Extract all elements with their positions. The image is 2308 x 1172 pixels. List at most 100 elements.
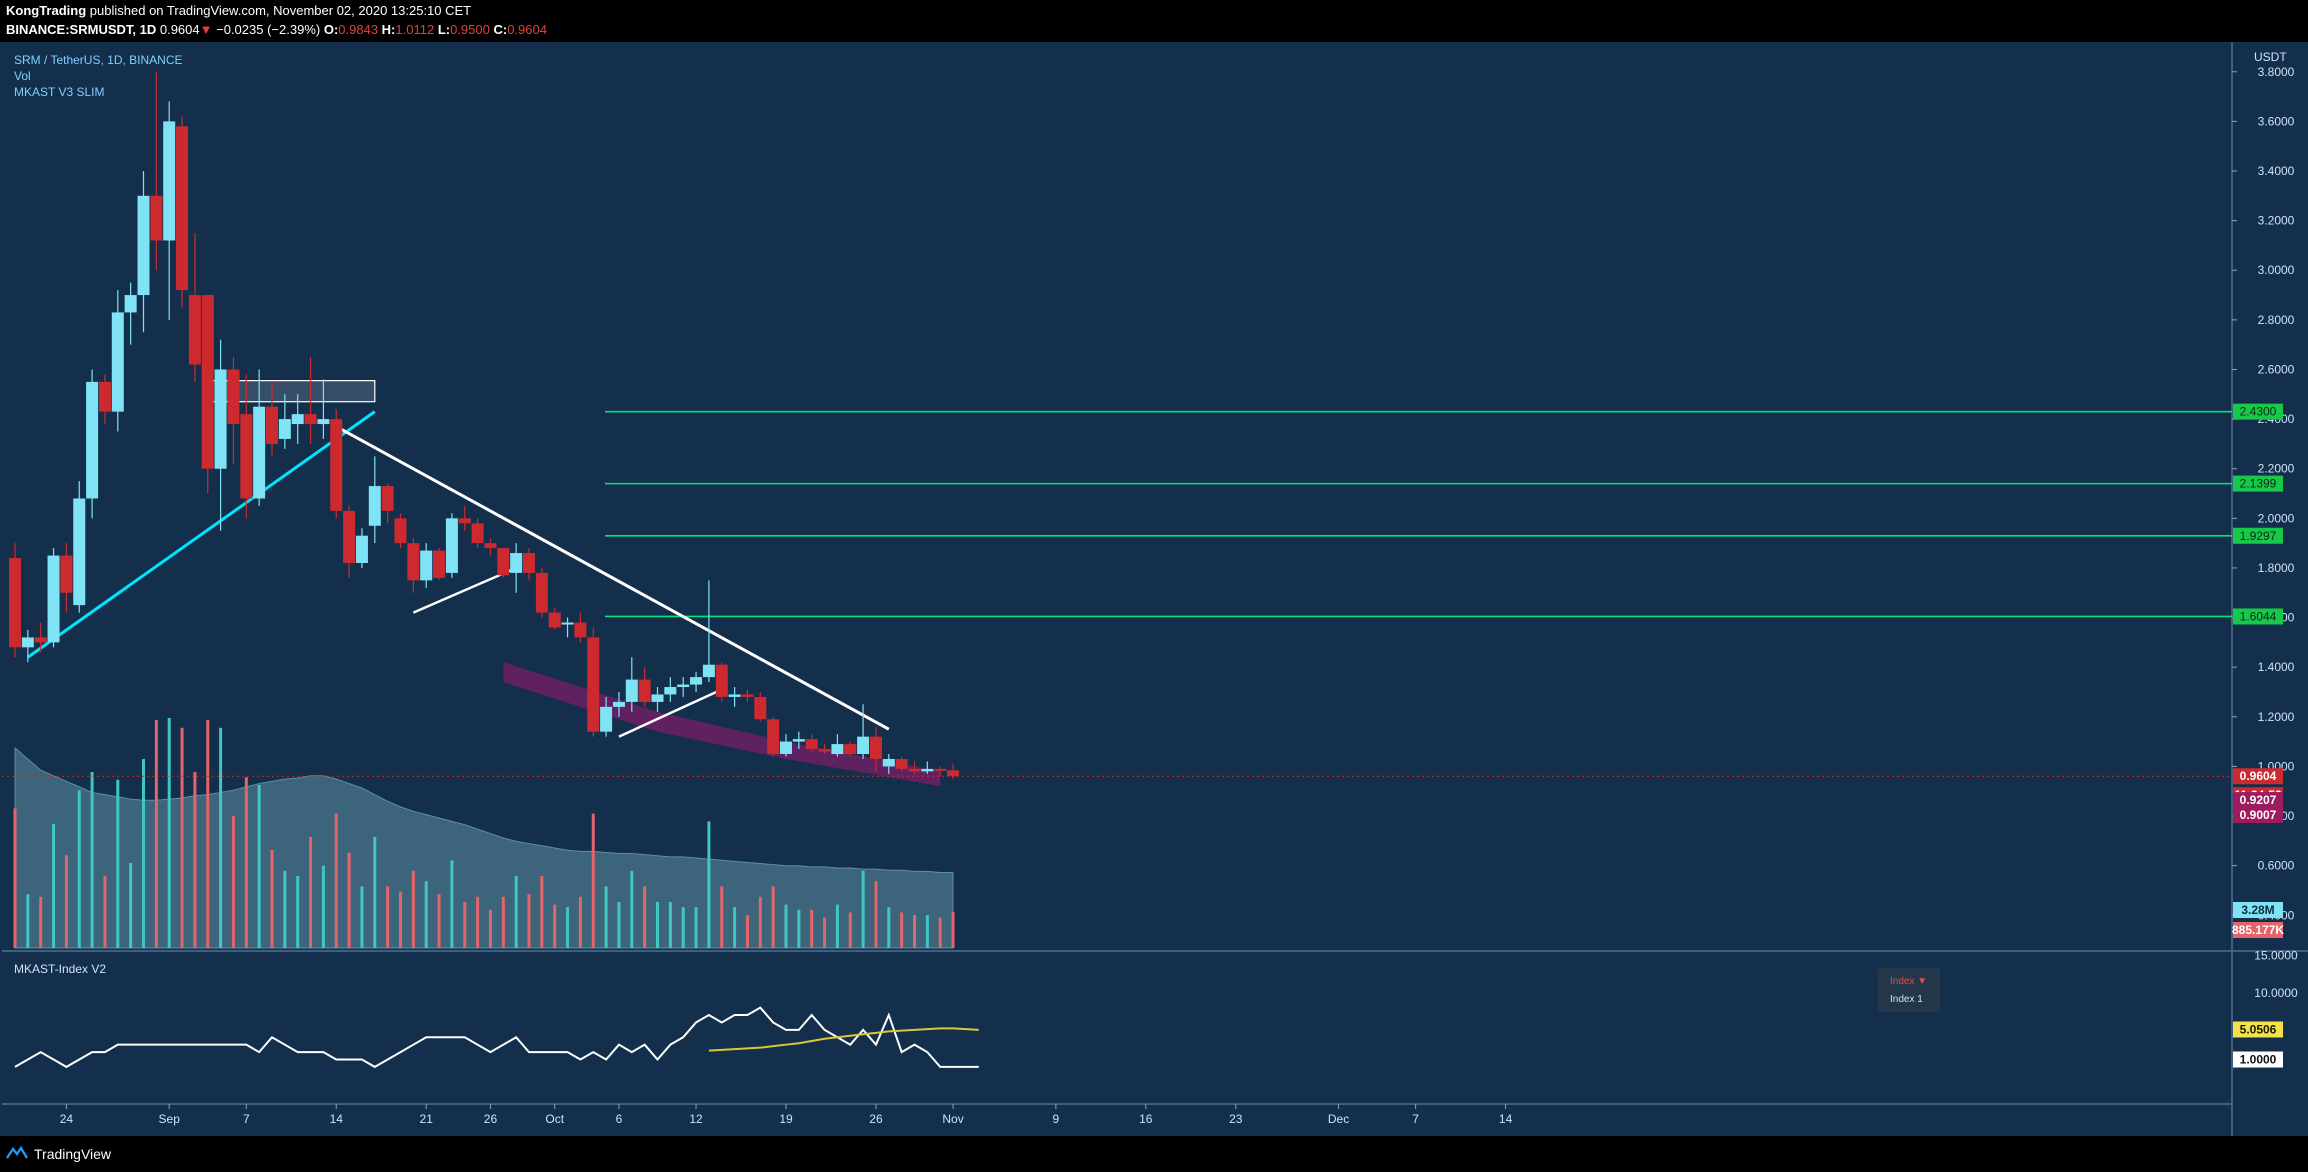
volume-bar [643, 886, 647, 948]
open-value: 0.9843 [338, 22, 379, 37]
candle-body [651, 694, 664, 702]
candle-body [47, 555, 60, 643]
low-label: L: [437, 22, 451, 37]
volume-ma-tag-box [2233, 902, 2283, 918]
volume-bar [835, 904, 839, 948]
price-tick-label: 1.4000 [2258, 660, 2295, 674]
volume-bar [26, 894, 30, 948]
candle-body [420, 550, 433, 581]
chart-canvas[interactable]: 3.8000 3.6000 3.4000 3.2000 3.0000 2.8000 2.60… [0, 42, 2308, 1136]
price-tick-label: 0.6000 [2258, 859, 2295, 873]
symbol: BINANCE:SRMUSDT, 1D [6, 22, 157, 37]
volume-bar [604, 886, 608, 948]
candle-body [445, 518, 458, 573]
study-mkast[interactable]: MKAST V3 SLIM [14, 85, 105, 99]
volume-ma-tag: 3.28M [2241, 903, 2274, 917]
candle-body [702, 664, 715, 678]
channel-lower-tag: 0.9007 [2240, 808, 2277, 822]
volume-bar [296, 876, 300, 948]
volume-bar [745, 915, 749, 948]
price-change: −0.0235 (−2.39%) [216, 22, 321, 37]
price-tick-label: 2.8000 [2258, 313, 2295, 327]
open-label: O: [323, 22, 339, 37]
candle-body [34, 637, 47, 643]
volume-bar [823, 917, 827, 948]
candle-body [240, 414, 253, 499]
candle-body [677, 684, 690, 688]
price-tick-label: 2.0000 [2258, 511, 2295, 525]
down-arrow-icon: ▼ [199, 22, 213, 37]
volume-bar [617, 902, 621, 948]
candle-body [638, 679, 651, 702]
time-tick-label: 19 [779, 1112, 793, 1126]
volume-bar [514, 876, 518, 948]
index-popup[interactable]: Index ▼ Index 1 [1878, 968, 1940, 1012]
time-tick-label: 7 [243, 1112, 250, 1126]
candle-body [227, 369, 240, 425]
footer: TradingView [0, 1136, 2308, 1172]
candle-body [86, 381, 99, 499]
candle-body [792, 739, 805, 742]
volume-bar [360, 886, 364, 948]
volume-bar [681, 907, 685, 948]
level-price-tag [2233, 403, 2283, 420]
pane-title[interactable]: SRM / TetherUS, 1D, BINANCE [14, 53, 183, 67]
candle-body [882, 758, 895, 767]
time-tick-label: 12 [689, 1112, 703, 1126]
volume-bar [733, 907, 737, 948]
price-tick-label: 2.2000 [2258, 462, 2295, 476]
volume-bar [668, 902, 672, 948]
volume-bar [334, 813, 338, 948]
volume-bar [309, 837, 313, 948]
uptrend-line [26, 410, 376, 659]
level-price-label: 2.4300 [2240, 405, 2277, 419]
index-popup-title[interactable]: Index ▼ [1890, 976, 1928, 987]
footer-brand[interactable]: TradingView [34, 1146, 112, 1162]
volume-bar [656, 902, 659, 948]
candle-body [805, 739, 818, 750]
volume-bar [720, 886, 724, 948]
candle-body [497, 548, 510, 576]
flag-line-2 [618, 688, 723, 738]
candle-body [368, 486, 381, 526]
candle-body [176, 126, 189, 291]
candle-body [869, 736, 882, 759]
time-tick-label: Sep [159, 1112, 181, 1126]
volume-bar [784, 904, 788, 948]
volume-bar [411, 870, 415, 948]
mkast-channel [503, 662, 941, 787]
candle-body [304, 414, 317, 425]
volume-bar [90, 772, 94, 948]
volume-bar [347, 852, 351, 948]
index-tick-label: 15.0000 [2254, 949, 2298, 963]
volume-bar [578, 896, 582, 948]
time-tick-label: 24 [60, 1112, 74, 1126]
volume-bar [913, 915, 916, 948]
chart-frame[interactable]: 3.8000 3.6000 3.4000 3.2000 3.0000 2.8000 2.60… [0, 42, 2308, 1136]
study-vol[interactable]: Vol [14, 69, 31, 83]
volume-bar [321, 865, 325, 948]
tradingview-logo-icon[interactable] [6, 1146, 28, 1160]
volume-bar [77, 790, 81, 948]
level-price-tag [2233, 475, 2283, 492]
publisher-name[interactable]: KongTrading [6, 3, 87, 18]
volume-bar [848, 912, 852, 948]
downtrend-line [335, 425, 890, 731]
time-tick-label: 14 [330, 1112, 344, 1126]
volume-bar [951, 912, 955, 948]
candle-body [780, 741, 792, 755]
candle-body [343, 510, 356, 563]
high-label: H: [381, 22, 396, 37]
candle-body [741, 694, 754, 697]
index-popup-item[interactable]: Index 1 [1890, 994, 1923, 1005]
volume-bar [399, 891, 402, 948]
index-pane-title[interactable]: MKAST-Index V2 [14, 962, 107, 976]
candle-body [574, 622, 587, 638]
index-tick-label: 10.0000 [2254, 986, 2298, 1000]
volume-bar [476, 896, 480, 948]
candle-body [510, 553, 523, 573]
price-tick-label: 1.8000 [2258, 561, 2295, 575]
candle-body [625, 679, 638, 702]
low-value: 0.9500 [450, 22, 490, 37]
candle-body [600, 706, 613, 732]
